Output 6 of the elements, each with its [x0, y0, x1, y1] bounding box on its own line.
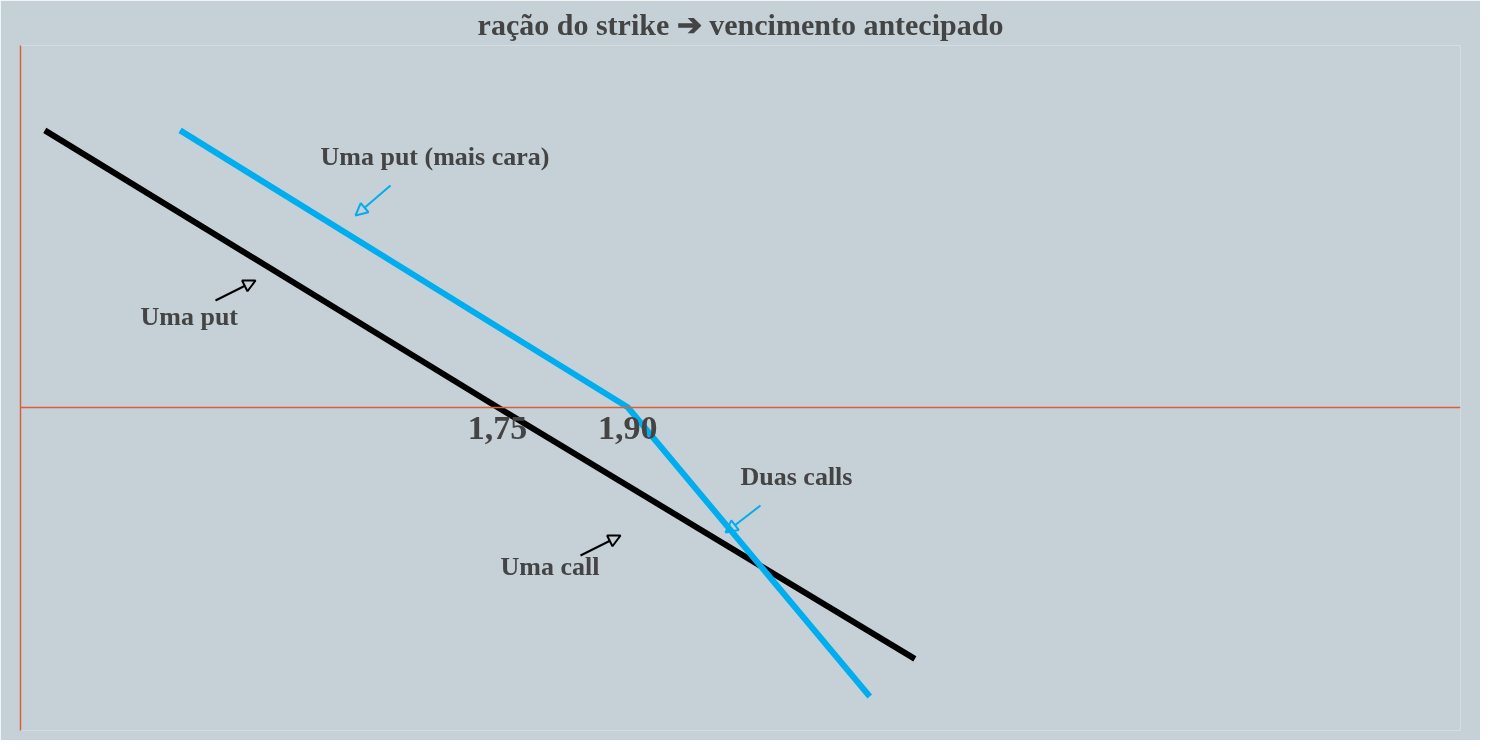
- annotation: Uma call: [500, 551, 600, 581]
- x-tick-label: 1,75: [467, 409, 528, 447]
- annotation: Uma put: [140, 301, 239, 331]
- chart-title: ração do strike ➔ vencimento antecipado: [477, 7, 1004, 41]
- annotation: Duas calls: [740, 461, 853, 491]
- annotation: Uma put (mais cara): [320, 141, 550, 171]
